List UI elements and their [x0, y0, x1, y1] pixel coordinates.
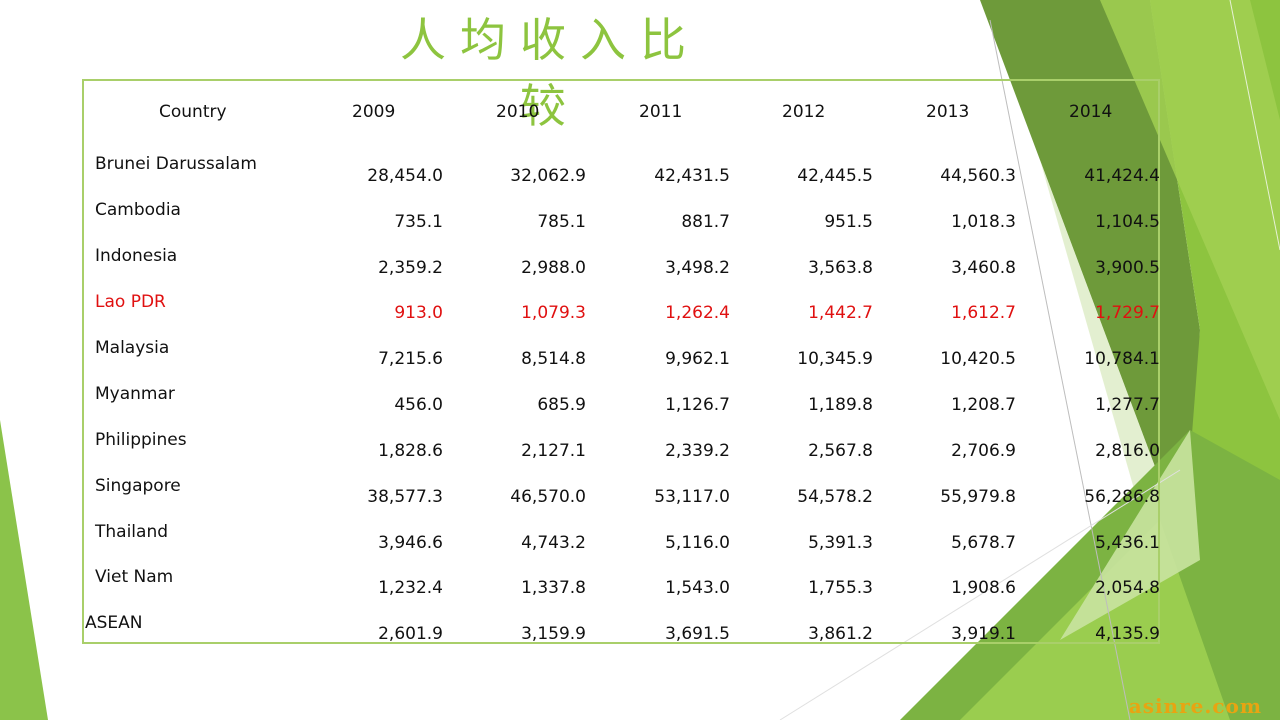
header-country: Country: [159, 102, 227, 122]
table-cell-value: 1,612.7: [951, 303, 1016, 323]
table-cell-value: 913.0: [394, 303, 443, 323]
table-cell-value: 2,601.9: [378, 624, 443, 644]
table-cell-value: 44,560.3: [940, 166, 1016, 186]
thin-diagonal-3: [1229, 0, 1280, 251]
table-cell-value: 1,755.3: [808, 578, 873, 598]
table-cell-value: 42,445.5: [797, 166, 873, 186]
table-cell-value: 2,359.2: [378, 258, 443, 278]
table-cell-value: 10,420.5: [940, 349, 1016, 369]
table-cell-value: 5,436.1: [1095, 533, 1160, 553]
table-cell-value: 42,431.5: [654, 166, 730, 186]
table-cell-value: 685.9: [537, 395, 586, 415]
table-cell-value: 3,691.5: [665, 624, 730, 644]
table-cell-value: 1,908.6: [951, 578, 1016, 598]
row-country-label: Singapore: [95, 476, 181, 496]
table-cell-value: 1,079.3: [521, 303, 586, 323]
table-cell-value: 1,262.4: [665, 303, 730, 323]
table-cell-value: 2,339.2: [665, 441, 730, 461]
table-cell-value: 785.1: [537, 212, 586, 232]
table-cell-value: 56,286.8: [1084, 487, 1160, 507]
table-cell-value: 1,018.3: [951, 212, 1016, 232]
table-cell-value: 10,345.9: [797, 349, 873, 369]
table-cell-value: 55,979.8: [940, 487, 1016, 507]
table-cell-value: 1,277.7: [1095, 395, 1160, 415]
table-cell-value: 1,729.7: [1095, 303, 1160, 323]
table-cell-value: 1,189.8: [808, 395, 873, 415]
row-country-label: Indonesia: [95, 246, 178, 266]
table-cell-value: 3,919.1: [951, 624, 1016, 644]
table-cell-value: 5,116.0: [665, 533, 730, 553]
table-cell-value: 1,828.6: [378, 441, 443, 461]
table-cell-value: 8,514.8: [521, 349, 586, 369]
table-cell-value: 32,062.9: [510, 166, 586, 186]
table-cell-value: 735.1: [394, 212, 443, 232]
table-cell-value: 2,567.8: [808, 441, 873, 461]
table-cell-value: 881.7: [681, 212, 730, 232]
table-cell-value: 456.0: [394, 395, 443, 415]
table-cell-value: 7,215.6: [378, 349, 443, 369]
header-year: 2013: [926, 102, 970, 122]
table-cell-value: 54,578.2: [797, 487, 873, 507]
table-cell-value: 951.5: [824, 212, 873, 232]
table-cell-value: 9,962.1: [665, 349, 730, 369]
table-cell-value: 1,442.7: [808, 303, 873, 323]
row-country-label: Cambodia: [95, 200, 181, 220]
header-year: 2014: [1069, 102, 1113, 122]
thin-diagonal-1: [989, 19, 1131, 720]
watermark: asinre.com: [1128, 694, 1262, 718]
header-year: 2009: [352, 102, 396, 122]
row-country-label: Lao PDR: [95, 292, 166, 312]
table-cell-value: 46,570.0: [510, 487, 586, 507]
right-facet-light: [1100, 0, 1280, 420]
table-cell-value: 2,127.1: [521, 441, 586, 461]
row-country-label: Malaysia: [95, 338, 170, 358]
row-country-label: Myanmar: [95, 384, 175, 404]
thin-diagonal-2: [779, 469, 1181, 720]
table-cell-value: 3,900.5: [1095, 258, 1160, 278]
table-cell-value: 10,784.1: [1084, 349, 1160, 369]
table-cell-value: 1,104.5: [1095, 212, 1160, 232]
table-cell-value: 3,159.9: [521, 624, 586, 644]
table-cell-value: 28,454.0: [367, 166, 443, 186]
table-cell-value: 4,135.9: [1095, 624, 1160, 644]
table-cell-value: 4,743.2: [521, 533, 586, 553]
table-cell-value: 2,054.8: [1095, 578, 1160, 598]
right-facet-dark: [980, 0, 1200, 560]
table-cell-value: 1,232.4: [378, 578, 443, 598]
table-cell-value: 41,424.4: [1084, 166, 1160, 186]
data-table-frame: [82, 79, 1160, 644]
bottom-facet-c: [1060, 430, 1200, 640]
slide-title: 人均收入比较: [400, 13, 700, 133]
row-country-label: Thailand: [95, 522, 169, 542]
table-cell-value: 53,117.0: [654, 487, 730, 507]
table-cell-value: 38,577.3: [367, 487, 443, 507]
table-cell-value: 2,988.0: [521, 258, 586, 278]
table-cell-value: 5,391.3: [808, 533, 873, 553]
table-cell-value: 1,126.7: [665, 395, 730, 415]
header-year: 2010: [496, 102, 540, 122]
table-cell-value: 2,706.9: [951, 441, 1016, 461]
table-cell-value: 3,861.2: [808, 624, 873, 644]
header-year: 2011: [639, 102, 683, 122]
row-country-label: Brunei Darussalam: [95, 154, 257, 174]
left-green-sliver: [0, 420, 48, 720]
table-cell-value: 3,460.8: [951, 258, 1016, 278]
table-cell-value: 3,498.2: [665, 258, 730, 278]
table-cell-value: 1,543.0: [665, 578, 730, 598]
table-cell-value: 1,208.7: [951, 395, 1016, 415]
table-cell-value: 5,678.7: [951, 533, 1016, 553]
header-year: 2012: [782, 102, 826, 122]
row-country-label: Philippines: [95, 430, 187, 450]
row-country-label: ASEAN: [85, 613, 143, 633]
table-cell-value: 3,946.6: [378, 533, 443, 553]
table-cell-value: 3,563.8: [808, 258, 873, 278]
row-country-label: Viet Nam: [95, 567, 174, 587]
table-cell-value: 1,337.8: [521, 578, 586, 598]
table-cell-value: 2,816.0: [1095, 441, 1160, 461]
